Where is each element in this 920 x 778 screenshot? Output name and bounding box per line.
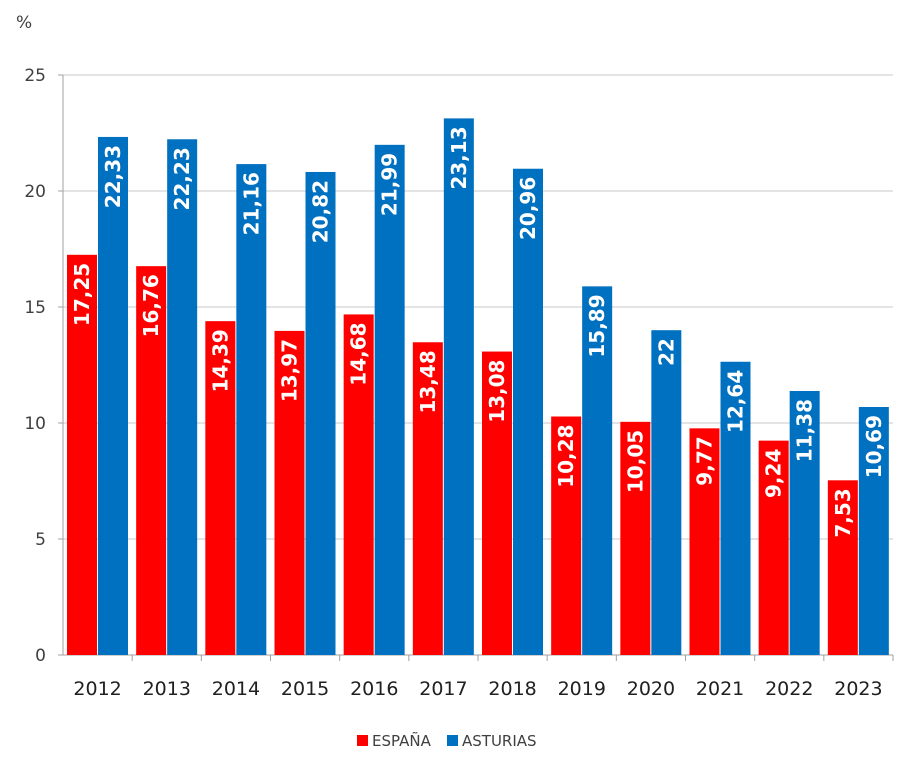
bar-asturias-2018 — [513, 168, 543, 655]
bar-asturias-2017 — [443, 118, 474, 655]
x-tick-label: 2017 — [419, 678, 467, 700]
legend-swatch — [357, 735, 368, 746]
x-tick-label: 2020 — [627, 678, 675, 700]
bar-españa-2021 — [689, 428, 720, 655]
bar-asturias-2014 — [236, 164, 267, 655]
y-tick-label: 0 — [35, 646, 46, 666]
data-label: 20,82 — [309, 180, 333, 243]
data-label: 13,08 — [485, 360, 509, 423]
bar-españa-2015 — [274, 330, 305, 655]
y-tick-label: 20 — [24, 182, 46, 202]
y-tick-label: 5 — [35, 530, 46, 550]
y-tick-label: 25 — [24, 66, 46, 86]
x-tick-label: 2021 — [696, 678, 744, 700]
bar-españa-2017 — [412, 342, 443, 655]
data-label: 12,64 — [724, 370, 748, 433]
data-label: 22,33 — [101, 145, 125, 208]
x-tick-label: 2019 — [558, 678, 606, 700]
legend: ESPAÑA ASTURIAS — [357, 731, 537, 750]
data-label: 21,99 — [378, 153, 402, 216]
data-label: 14,39 — [208, 329, 232, 392]
bar-españa-2014 — [205, 321, 236, 655]
data-label: 23,13 — [447, 126, 471, 189]
bar-asturias-2020 — [651, 330, 682, 655]
data-label: 10,28 — [554, 425, 578, 488]
data-label: 13,97 — [278, 339, 302, 402]
bar-asturias-2013 — [167, 139, 198, 655]
data-label: 13,48 — [416, 350, 440, 413]
bar-españa-2019 — [551, 416, 582, 655]
x-tick-label: 2016 — [350, 678, 398, 700]
bar-españa-2020 — [620, 421, 651, 655]
data-label: 9,24 — [762, 449, 786, 498]
x-tick-label: 2013 — [143, 678, 191, 700]
data-label: 14,68 — [347, 322, 371, 385]
data-label: 21,16 — [239, 172, 263, 235]
data-label: 22 — [654, 338, 678, 366]
bar-asturias-2023 — [858, 406, 889, 655]
data-label: 22,23 — [170, 147, 194, 210]
bar-españa-2016 — [343, 314, 374, 655]
data-label: 9,77 — [693, 436, 717, 485]
data-label: 11,38 — [793, 399, 817, 462]
data-label: 10,05 — [623, 430, 647, 493]
data-label: 10,69 — [862, 415, 886, 478]
bar-españa-2013 — [136, 266, 167, 655]
x-tick-label: 2012 — [73, 678, 121, 700]
x-tick-label: 2022 — [765, 678, 813, 700]
bar-españa-2018 — [482, 351, 512, 655]
legend-swatch — [447, 735, 458, 746]
legend-label: ASTURIAS — [462, 732, 537, 750]
bar-asturias-2021 — [720, 361, 751, 655]
data-label: 15,89 — [585, 294, 609, 357]
bar-españa-2023 — [827, 480, 858, 655]
y-tick-label: 10 — [24, 414, 46, 434]
bar-asturias-2015 — [305, 171, 336, 655]
bar-asturias-2022 — [789, 390, 820, 655]
y-axis-label: % — [16, 13, 32, 33]
bar-asturias-2016 — [374, 144, 405, 655]
legend-label: ESPAÑA — [372, 731, 432, 750]
bar-asturias-2019 — [582, 286, 613, 655]
data-label: 7,53 — [831, 488, 855, 537]
bar-españa-2022 — [758, 440, 789, 655]
x-tick-label: 2023 — [834, 678, 882, 700]
y-tick-label: 15 — [24, 298, 46, 318]
x-tick-label: 2015 — [281, 678, 329, 700]
data-label: 20,96 — [516, 177, 540, 240]
data-label: 17,25 — [70, 263, 94, 326]
bar-asturias-2012 — [98, 136, 128, 656]
x-tick-label: 2014 — [212, 678, 260, 700]
data-label: 16,76 — [139, 274, 163, 337]
bar-españa-2012 — [67, 254, 97, 656]
x-tick-label: 2018 — [488, 678, 536, 700]
